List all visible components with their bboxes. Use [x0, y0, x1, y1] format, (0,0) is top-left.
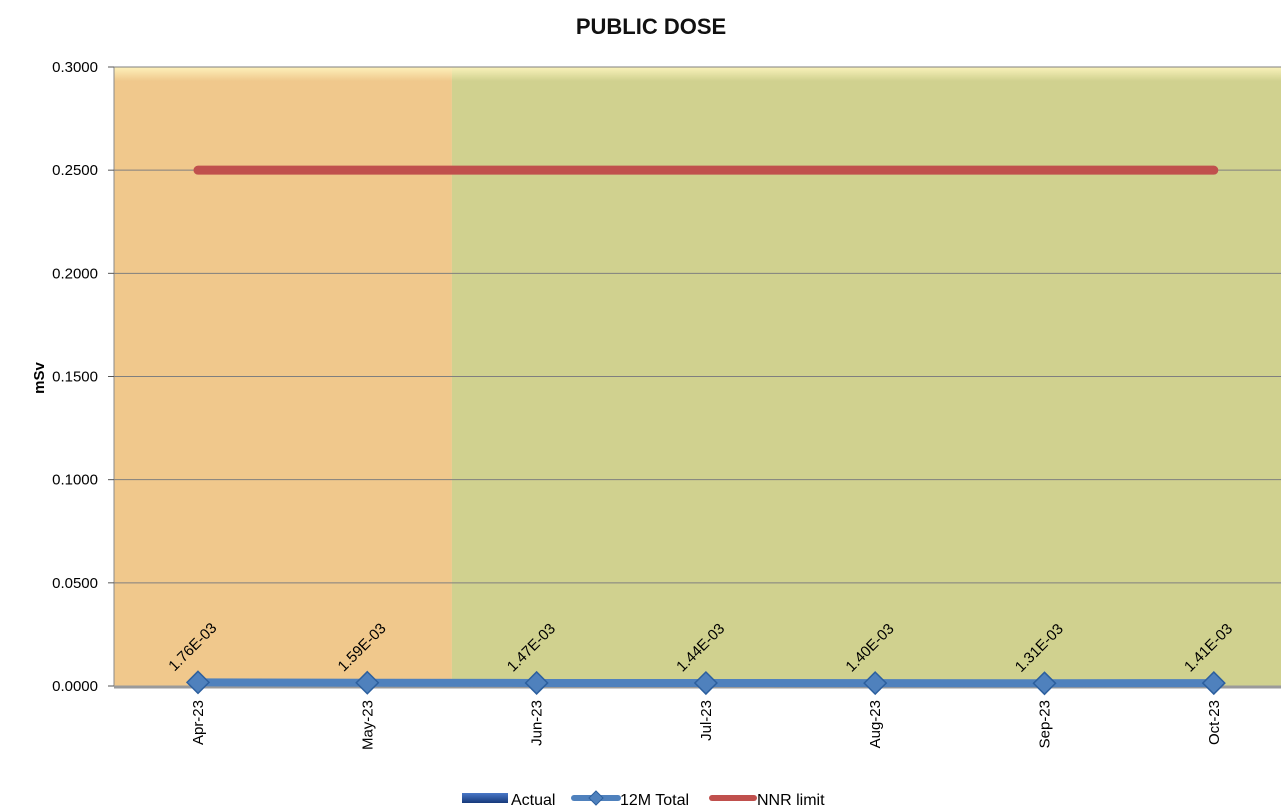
y-tick-label-1: 0.0500	[52, 575, 98, 592]
marker-12m-total-0	[185, 670, 211, 695]
marker-12m-total-1	[355, 670, 380, 695]
marker-12m-total-6	[1201, 671, 1226, 696]
x-tick-label-0: Apr-23	[190, 700, 207, 745]
y-tick-label-3: 0.1500	[52, 369, 98, 386]
y-tick-label-2: 0.1000	[52, 472, 98, 489]
x-axis-ticks: Apr-23 May-23 Jun-23 Jul-23 Aug-23 Sep-23 Oct-…	[190, 700, 1223, 750]
x-tick-label-2: Jun-23	[529, 700, 546, 746]
band-highlight	[114, 67, 1281, 81]
y-axis-label: mSv	[31, 362, 48, 394]
y-tick-label-6: 0.3000	[52, 59, 98, 76]
legend-item-actual: Actual	[462, 792, 555, 809]
x-tick-label-3: Jul-23	[698, 700, 715, 741]
marker-12m-total-4	[863, 671, 888, 696]
legend-label-actual: Actual	[511, 792, 555, 809]
chart-title: PUBLIC DOSE	[576, 14, 726, 39]
legend-item-12m-total: 12M Total	[571, 790, 689, 809]
legend-label-nnr-limit: NNR limit	[757, 792, 825, 809]
x-tick-label-1: May-23	[359, 700, 376, 750]
marker-12m-total-3	[693, 670, 718, 696]
y-axis-ticks: 0.0000 0.0500 0.1000 0.1500 0.2000 0.2500 0.30…	[52, 59, 114, 695]
marker-12m-total-2	[524, 670, 549, 696]
legend-label-12m-total: 12M Total	[620, 792, 689, 809]
marker-12m-total-5	[1032, 671, 1057, 696]
series-markers	[185, 670, 1226, 696]
legend: Actual 12M Total NNR limit	[462, 790, 825, 809]
x-tick-label-5: Sep-23	[1037, 700, 1054, 748]
legend-item-nnr-limit: NNR limit	[709, 792, 825, 809]
legend-marker-12m-total	[588, 790, 604, 806]
legend-swatch-actual	[462, 793, 508, 803]
y-tick-label-5: 0.2500	[52, 162, 98, 179]
y-tick-label-4: 0.2000	[52, 265, 98, 282]
x-tick-label-4: Aug-23	[867, 700, 884, 748]
x-tick-label-6: Oct-23	[1206, 700, 1223, 745]
y-tick-label-0: 0.0000	[52, 678, 98, 695]
